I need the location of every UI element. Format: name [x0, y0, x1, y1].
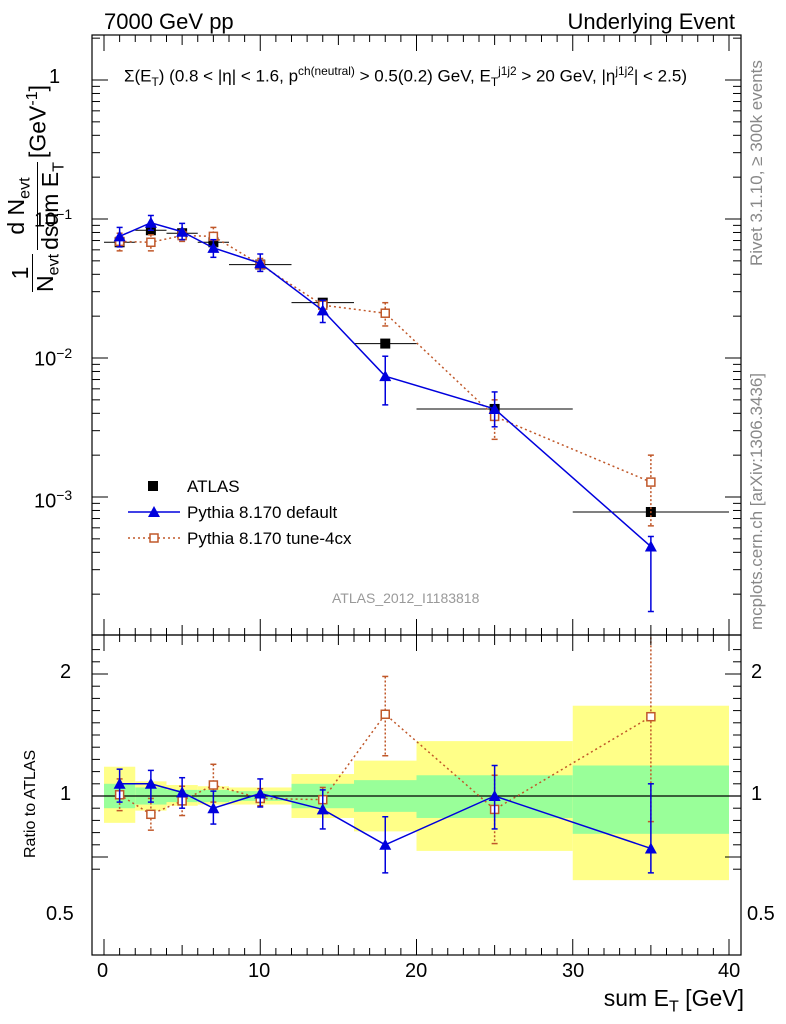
ratio-tune-4cx-point: [380, 709, 390, 720]
ratio-tune-4cx-point: [646, 711, 656, 722]
mcplots-side-label: mcplots.cern.ch [arXiv:1306.3436]: [747, 372, 766, 630]
header-right: Underlying Event: [567, 9, 735, 34]
default-point: [176, 225, 189, 237]
y-tick-label-1e-1: 10−1: [34, 206, 73, 232]
ratio-tune-4cx-point: [146, 809, 156, 820]
tune-4cx-point: [380, 308, 390, 318]
ratio-default-point: [488, 790, 501, 801]
x-axis-title: sum ET [GeV]: [603, 985, 744, 1016]
x-tick-label-0: 0: [97, 960, 109, 982]
rivet-side-label: Rivet 3.1.10, ≥ 300k events: [747, 60, 766, 266]
ratio-uncertainty-bands: [104, 705, 729, 881]
ratio-tick-label-2-right: 2: [751, 661, 763, 683]
legend-label-default: Pythia 8.170 default: [187, 503, 338, 522]
analysis-label: ATLAS_2012_I1183818: [332, 590, 480, 606]
ratio-default-point: [207, 802, 220, 814]
x-tick-label-30: 30: [562, 960, 585, 982]
ratio-tick-label-2: 2: [60, 661, 72, 683]
ratio-default-point: [113, 777, 126, 789]
legend-marker-atlas: [148, 481, 158, 491]
legend-label-tune: Pythia 8.170 tune-4cx: [187, 529, 352, 548]
ratio-y-axis-title: Ratio to ATLAS: [22, 749, 39, 858]
ratio-default-point: [144, 777, 157, 789]
ratio-default-point: [379, 838, 392, 850]
default-point: [254, 257, 267, 269]
main-panel-series: [104, 214, 729, 613]
legend-label-atlas: ATLAS: [187, 477, 240, 496]
y-tick-label-1: 1: [49, 66, 61, 88]
atlas-point: [380, 338, 391, 349]
default-point: [488, 402, 501, 414]
ratio-tick-label-0.5-right: 0.5: [747, 903, 775, 925]
ratio-default-point: [176, 786, 189, 798]
header-left: 7000 GeV pp: [104, 9, 234, 34]
ratio-default-point: [644, 842, 657, 854]
tune-4cx-point: [646, 477, 656, 487]
legend-markers: [128, 481, 180, 543]
ratio-tune-4cx-point: [208, 780, 219, 790]
main-y-axis-title: 1 Nevt d Nevt dsum ET [GeV-1]: [3, 85, 71, 292]
tune-4cx-line: [119, 234, 652, 483]
ratio-default-point: [254, 787, 267, 799]
ratio-tick-label-1-right: 1: [751, 783, 763, 805]
axis-ticks: [92, 35, 741, 955]
x-tick-label-20: 20: [405, 960, 428, 982]
default-point: [379, 370, 392, 382]
default-point: [113, 230, 126, 242]
y-tick-label-1e-3: 10−3: [34, 487, 73, 513]
default-point: [144, 216, 157, 228]
default-point: [644, 540, 657, 552]
ratio-tick-label-0.5: 0.5: [46, 903, 74, 925]
x-tick-label-40: 40: [718, 960, 741, 982]
legend-marker-default: [148, 506, 160, 517]
default-point: [316, 304, 329, 316]
selection-annotation: Σ(ET) (0.8 < |η| < 1.6, pch(neutral) > 0…: [124, 64, 687, 90]
ratio-panel-series: [113, 635, 657, 874]
tune-4cx-point: [146, 237, 156, 248]
ratio-tick-label-1: 1: [60, 783, 72, 805]
x-tick-label-10: 10: [248, 960, 271, 982]
ratio-default-point: [316, 803, 329, 815]
legend-marker-tune: [149, 533, 159, 543]
default-point: [207, 241, 220, 253]
y-tick-label-1e-2: 10−2: [34, 345, 73, 371]
